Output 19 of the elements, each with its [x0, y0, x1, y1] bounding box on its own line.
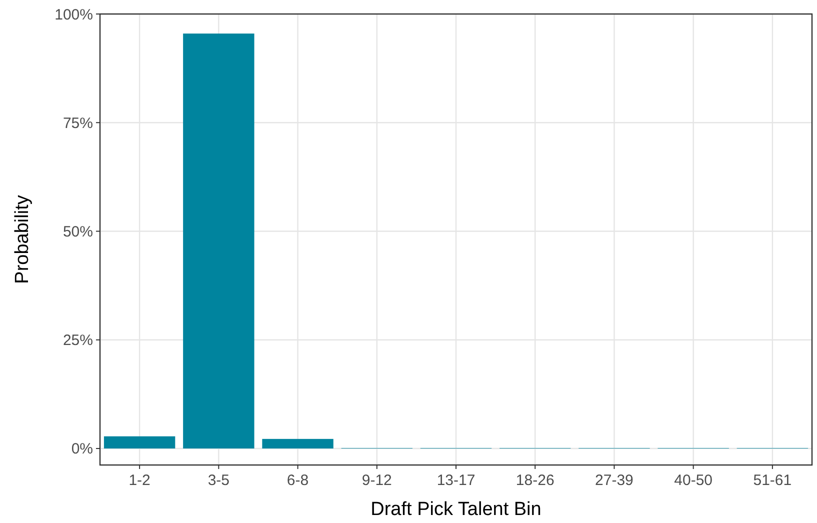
- x-axis-title: Draft Pick Talent Bin: [370, 499, 542, 520]
- x-tick-label: 51-61: [753, 472, 792, 489]
- bar: [183, 34, 254, 448]
- x-tick-label: 40-50: [674, 472, 713, 489]
- x-tick-label: 18-26: [516, 472, 554, 489]
- x-tick-label: 13-17: [436, 472, 476, 489]
- x-tick-label: 1-2: [128, 472, 150, 489]
- x-tick-label: 9-12: [362, 472, 392, 489]
- y-tick-label: 100%: [54, 6, 93, 24]
- bar: [104, 436, 176, 448]
- x-tick-label: 3-5: [208, 472, 230, 489]
- y-axis-title: Probability: [12, 194, 33, 284]
- x-tick-label: 6-8: [286, 472, 309, 489]
- y-tick-label: 0%: [71, 440, 93, 458]
- y-tick-label: 25%: [62, 332, 93, 350]
- bar: [262, 438, 334, 448]
- y-tick-label: 50%: [62, 223, 93, 240]
- x-tick-label: 27-39: [595, 472, 634, 489]
- y-tick-label: 75%: [62, 114, 93, 132]
